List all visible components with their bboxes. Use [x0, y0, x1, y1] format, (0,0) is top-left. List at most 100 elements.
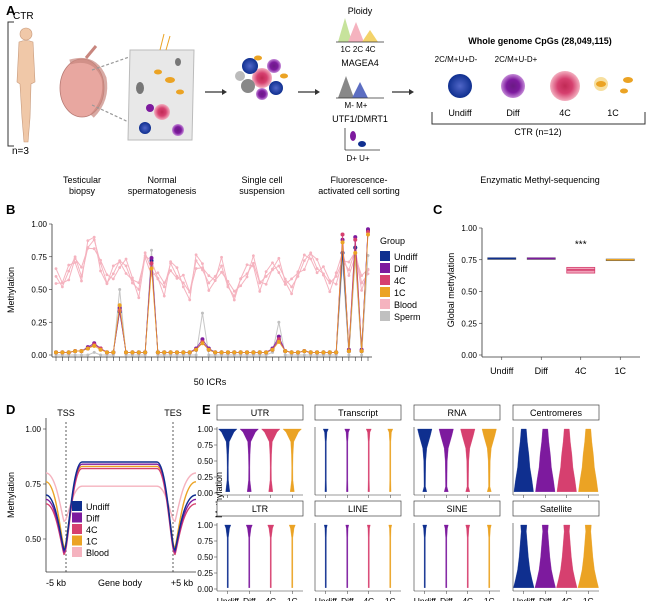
b-y-tick-label: 0.50 — [31, 286, 47, 295]
b-point-blood — [175, 277, 179, 280]
b-point-sperm — [118, 288, 122, 291]
b-point-1c — [257, 350, 262, 355]
b-point-1c — [315, 350, 320, 355]
b-point-blood — [309, 252, 313, 256]
b-point-1c — [181, 350, 186, 355]
b-point-blood — [143, 256, 147, 260]
b-point-1c — [251, 350, 256, 355]
b-point-blood — [360, 288, 364, 292]
b-point-blood — [328, 281, 332, 285]
cell-diff-icon — [501, 74, 525, 98]
c-x-ticks: Undiff Diff 4C 1C — [490, 357, 626, 376]
b-point-blood — [162, 294, 166, 298]
b-point-sperm — [86, 353, 90, 357]
b-point-blood — [283, 280, 287, 284]
b-point-blood — [175, 266, 179, 270]
e-y-tick-label: 0.50 — [197, 457, 213, 466]
b-point-blood — [302, 259, 306, 263]
b-point-1c — [264, 350, 269, 355]
e-violin-1c — [486, 524, 492, 588]
e-violin-diff — [443, 524, 449, 588]
d-y-tick-label: 0.75 — [25, 480, 41, 489]
b-point-blood — [302, 268, 306, 271]
c-x-tick-label: 1C — [614, 366, 626, 376]
b-point-sperm — [360, 353, 364, 357]
b-point-blood — [169, 269, 173, 272]
b-point-1c — [54, 350, 58, 355]
b-point-blood — [194, 267, 198, 270]
b-point-blood — [290, 285, 293, 289]
b-point-1c — [155, 350, 160, 355]
b-point-blood — [162, 281, 166, 285]
b-point-blood — [60, 285, 64, 289]
e-y-tick-label: 0.50 — [197, 553, 213, 562]
b-point-1c — [340, 240, 345, 245]
b-point-sperm — [111, 353, 115, 357]
b-point-1c — [346, 349, 351, 354]
b-point-1c — [302, 349, 307, 354]
b-point-blood — [99, 269, 102, 273]
b-point-1c — [238, 350, 243, 355]
ctr-label: CTR — [13, 11, 34, 22]
e-facet-title: Satellite — [540, 504, 572, 514]
ploidy-peak-4c — [362, 30, 378, 42]
b-point-blood — [251, 254, 255, 258]
c-y-tick-label: 0.75 — [461, 256, 477, 265]
b-point-blood — [347, 274, 351, 277]
e-facet: LINE Undiff Diff 4C 1C — [314, 500, 402, 601]
e-x-tick-label: 4C — [363, 596, 374, 601]
b-point-blood — [111, 272, 115, 276]
b-point-sperm — [270, 350, 274, 354]
b-point-1c — [232, 350, 237, 355]
b-point-1c — [283, 349, 288, 354]
e-violin-4c — [465, 524, 471, 588]
b-point-sperm — [258, 353, 262, 357]
e-facet: Transcript — [314, 404, 402, 498]
d-tes-label: TES — [164, 408, 182, 418]
b-series-line-4c — [56, 231, 369, 353]
b-point-1c — [168, 350, 173, 355]
b-point-1c — [79, 349, 84, 354]
b-point-blood — [258, 289, 262, 293]
b-point-blood — [296, 270, 300, 274]
d-y-ticks: 0.50 0.75 1.00 — [25, 425, 46, 544]
b-point-blood — [322, 265, 325, 269]
testis-icon — [59, 45, 108, 118]
step-caption: spermatogenesis — [128, 186, 197, 196]
b-point-sperm — [207, 353, 211, 357]
zoom-line — [91, 104, 136, 126]
e-violin-diff — [245, 524, 253, 588]
e-facet-strip — [314, 404, 402, 421]
b-point-sperm — [175, 353, 179, 357]
b-point-sperm — [321, 353, 325, 357]
b-point-sperm — [226, 353, 230, 357]
e-facet-strip — [216, 404, 304, 421]
b-point-sperm — [54, 353, 58, 357]
b-point-blood — [277, 264, 281, 268]
b-point-blood — [360, 274, 364, 278]
e-violin-undiff — [513, 524, 535, 588]
b-point-blood — [86, 239, 90, 243]
b-point-1c — [60, 350, 65, 355]
e-violin-4c — [365, 428, 372, 492]
b-legend-swatch — [380, 311, 390, 321]
e-facet: Centromeres — [512, 404, 600, 498]
panel-a-letter: A — [6, 3, 16, 18]
b-point-blood — [309, 257, 313, 261]
c-y-ticks: 0.00 0.25 0.50 0.75 1.00 — [461, 224, 482, 360]
e-x-tick-label: Diff — [440, 596, 453, 601]
b-point-sperm — [277, 320, 281, 324]
b-point-sperm — [105, 353, 109, 357]
d-plot-area — [45, 418, 197, 573]
e-facet-title: LINE — [348, 504, 368, 514]
b-point-sperm — [188, 353, 192, 357]
d-series-line-diff — [45, 463, 197, 553]
b-point-sperm — [137, 353, 141, 357]
b-point-1c — [289, 350, 294, 355]
b-point-blood — [118, 260, 122, 264]
b-point-1c — [308, 350, 313, 355]
c-y-tick-label: 0.25 — [461, 319, 477, 328]
b-point-1c — [245, 350, 250, 355]
